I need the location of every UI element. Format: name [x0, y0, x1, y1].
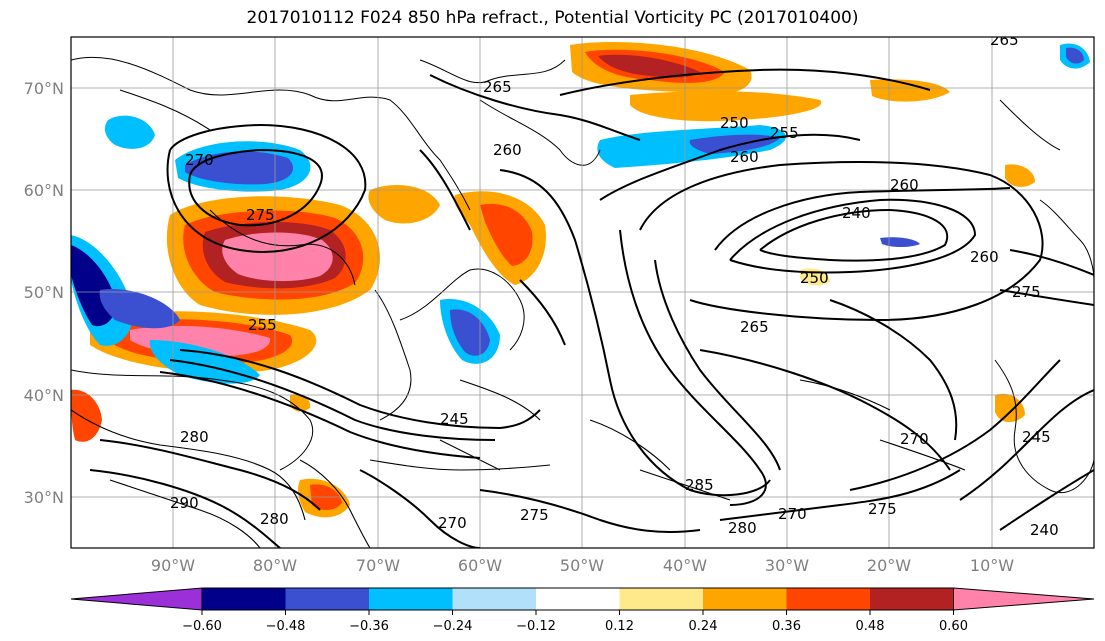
lon-label: 90°W — [151, 556, 195, 575]
lon-label: 10°W — [970, 556, 1014, 575]
contour-label: 270 — [185, 151, 214, 169]
contour-label: 285 — [685, 476, 714, 494]
colorbar-extend-min — [70, 587, 203, 611]
contour-label: 250 — [720, 114, 749, 132]
contour-label: 270 — [900, 430, 929, 448]
colorbar-tick-label: 0.60 — [939, 619, 968, 634]
lat-label: 60°N — [24, 181, 64, 200]
lon-axis-labels: 90°W 80°W 70°W 60°W 50°W 40°W 30°W 20°W … — [151, 556, 1014, 575]
contour-label: 260 — [970, 248, 999, 266]
contour-label: 260 — [890, 176, 919, 194]
lon-label: 60°W — [458, 556, 502, 575]
colorbar-swatch — [536, 588, 620, 610]
contour-label: 270 — [778, 505, 807, 523]
colorbar-swatch — [285, 588, 369, 610]
contour-label: 265 — [990, 31, 1019, 49]
contour-label: 265 — [483, 78, 512, 96]
colorbar-tick-label: −0.12 — [516, 619, 556, 634]
contour-label: 240 — [1030, 521, 1059, 539]
map-area: 265 265 270 275 260 260 255 250 260 240 … — [71, 31, 1094, 548]
colorbar-tick-label: −0.24 — [433, 619, 473, 634]
lat-label: 70°N — [24, 79, 64, 98]
contour-label: 240 — [842, 204, 871, 222]
colorbar-tick-label: −0.60 — [182, 619, 222, 634]
lon-label: 80°W — [253, 556, 297, 575]
lat-axis-labels: 70°N 60°N 50°N 40°N 30°N — [24, 79, 64, 507]
lon-label: 50°W — [560, 556, 604, 575]
colorbar: −0.60 −0.48 −0.36 −0.24 −0.12 0.12 0.24 … — [70, 587, 1095, 634]
colorbar-swatch — [703, 588, 787, 610]
contour-labels: 265 265 270 275 260 260 255 250 260 240 … — [170, 31, 1059, 539]
contour-label: 275 — [868, 500, 897, 518]
contour-label: 270 — [438, 514, 467, 532]
refractivity-thin-contours — [71, 89, 966, 548]
colorbar-extend-max — [953, 587, 1095, 611]
colorbar-swatch — [202, 588, 286, 610]
colorbar-swatch — [870, 588, 954, 610]
colorbar-tick-label: 0.12 — [605, 619, 634, 634]
contour-label: 280 — [728, 519, 757, 537]
lat-label: 30°N — [24, 488, 64, 507]
contour-label: 275 — [246, 206, 275, 224]
contour-label: 290 — [170, 494, 199, 512]
contour-label: 280 — [260, 510, 289, 528]
contour-label: 255 — [248, 316, 277, 334]
contour-label: 260 — [493, 141, 522, 159]
colorbar-tick-label: 0.24 — [689, 619, 718, 634]
contour-label: 245 — [1022, 428, 1051, 446]
contour-label: 250 — [800, 269, 829, 287]
contour-label: 245 — [440, 410, 469, 428]
contour-label: 280 — [180, 428, 209, 446]
refractivity-contours — [89, 68, 1094, 548]
colorbar-swatch — [452, 588, 536, 610]
pv-anomaly-fill — [71, 41, 1090, 518]
contour-label: 255 — [770, 124, 799, 142]
coastlines — [71, 56, 1094, 494]
lat-label: 40°N — [24, 386, 64, 405]
contour-label: 265 — [740, 318, 769, 336]
lon-label: 30°W — [765, 556, 809, 575]
lat-label: 50°N — [24, 283, 64, 302]
colorbar-tick-label: −0.36 — [349, 619, 389, 634]
colorbar-tick-label: −0.48 — [266, 619, 306, 634]
colorbar-tick-label: 0.48 — [856, 619, 885, 634]
colorbar-swatch — [786, 588, 870, 610]
colorbar-swatch — [369, 588, 453, 610]
colorbar-swatch — [619, 588, 703, 610]
lon-label: 70°W — [356, 556, 400, 575]
lon-label: 40°W — [663, 556, 707, 575]
lon-label: 20°W — [867, 556, 911, 575]
map-title: 2017010112 F024 850 hPa refract., Potent… — [246, 8, 859, 28]
contour-label: 260 — [730, 148, 759, 166]
map-frame — [70, 36, 1095, 549]
contour-label: 275 — [520, 506, 549, 524]
contour-label: 275 — [1012, 283, 1041, 301]
colorbar-tick-label: 0.36 — [772, 619, 801, 634]
